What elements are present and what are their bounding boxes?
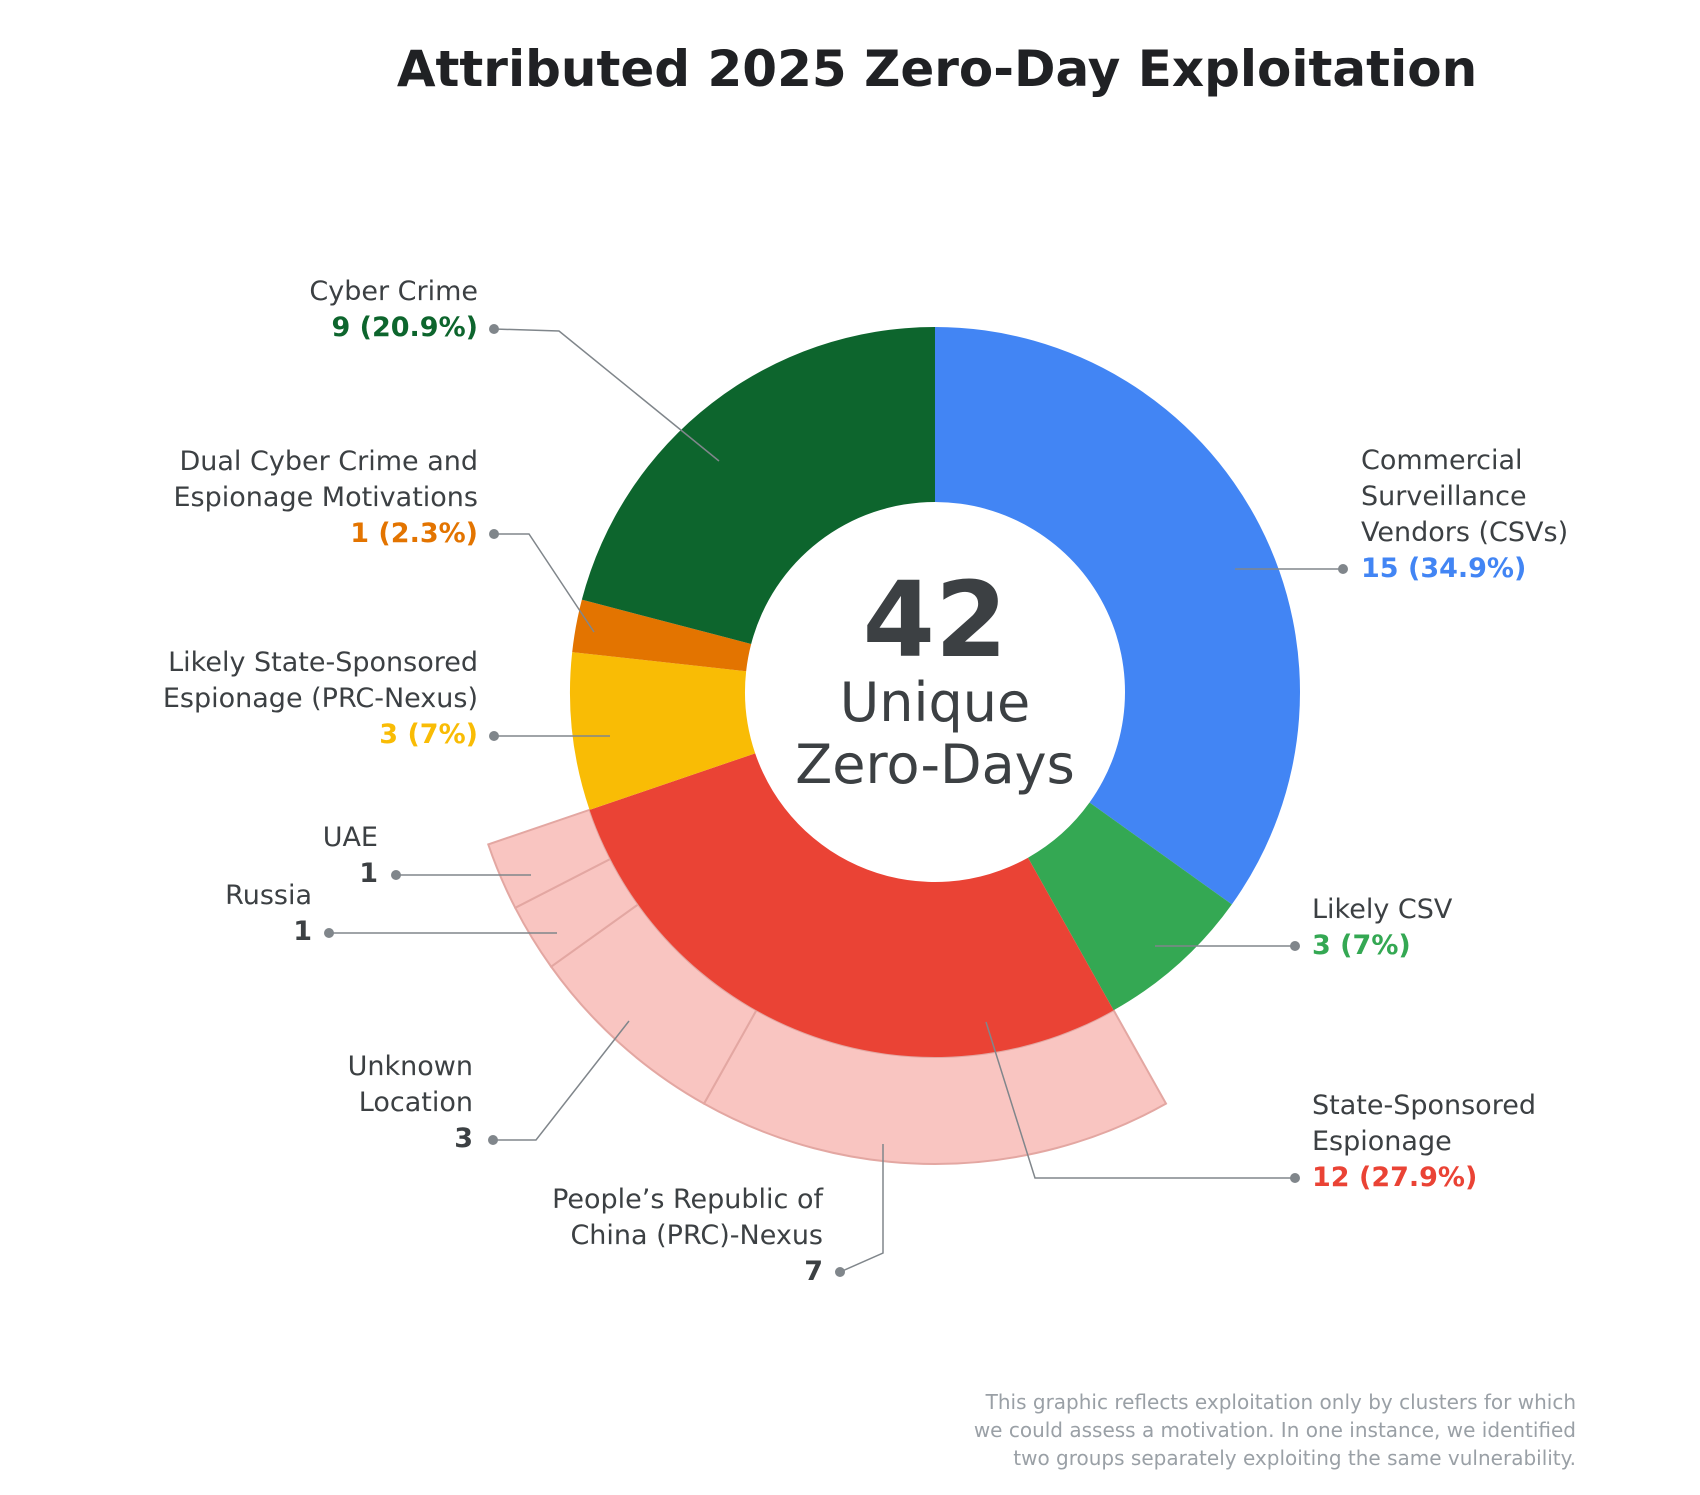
donut-slice	[935, 327, 1300, 905]
leader-line	[494, 533, 595, 633]
slice-label: Likely CSV	[1312, 894, 1453, 925]
slice-value-label: 15 (34.9%)	[1361, 553, 1527, 584]
slice-value-label: 3 (7%)	[379, 719, 478, 750]
footnote: This graphic reflects exploitation only …	[973, 1390, 1576, 1470]
slice-label: Likely State-Sponsored Espionage (PRC-Ne…	[162, 647, 478, 714]
donut-slice	[581, 327, 935, 644]
slice-label: Commercial Surveillance Vendors (CSVs)	[1361, 445, 1569, 548]
chart-title: Attributed 2025 Zero-Day Exploitation	[396, 40, 1478, 98]
outer-label: UAE	[322, 822, 378, 853]
leader-line	[985, 1021, 1295, 1179]
leader-line	[839, 1144, 884, 1273]
leader-line	[493, 328, 720, 462]
slice-value-label: 9 (20.9%)	[331, 312, 478, 343]
outer-value-label: 3	[454, 1123, 473, 1154]
leader-dot	[489, 324, 499, 334]
outer-label: Russia	[225, 880, 312, 911]
outer-label: Unknown Location	[347, 1051, 473, 1118]
outer-label: People’s Republic of China (PRC)-Nexus	[552, 1184, 823, 1251]
donut-slice	[572, 599, 752, 672]
outer-value-label: 1	[359, 858, 378, 889]
leader-dot	[1290, 941, 1300, 951]
leader-dot	[391, 870, 401, 880]
leader-dot	[488, 1135, 498, 1145]
leader-dot	[1338, 564, 1348, 574]
slice-label: State-Sponsored Espionage	[1312, 1090, 1536, 1157]
donut-slice	[1027, 802, 1232, 1011]
leader-dot	[489, 529, 499, 539]
center-label: Unique Zero-Days	[795, 671, 1075, 796]
slice-value-label: 1 (2.3%)	[350, 518, 478, 549]
donut-slice	[570, 652, 756, 810]
slice-label: Dual Cyber Crime and Espionage Motivatio…	[173, 446, 479, 513]
leader-dot	[1290, 1173, 1300, 1183]
leader-dot	[324, 928, 334, 938]
leader-dot	[489, 731, 499, 741]
center-total: 42	[862, 559, 1008, 681]
leader-dot	[835, 1267, 845, 1277]
leader-line	[493, 1020, 630, 1141]
outer-value-label: 7	[804, 1256, 823, 1287]
donut-slice	[589, 753, 1114, 1057]
slice-value-label: 12 (27.9%)	[1312, 1162, 1478, 1193]
slice-value-label: 3 (7%)	[1312, 930, 1411, 961]
outer-value-label: 1	[293, 916, 312, 947]
slice-label: Cyber Crime	[309, 276, 478, 307]
